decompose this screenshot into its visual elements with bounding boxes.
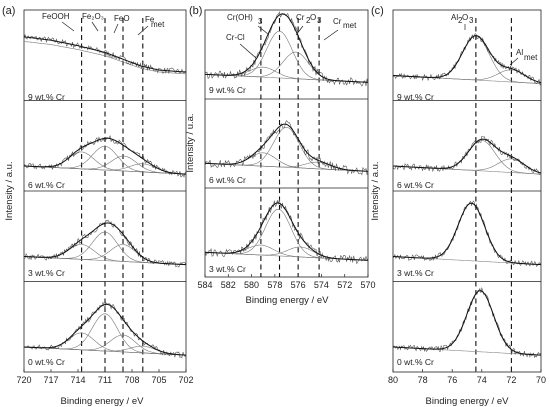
ann-croh: Cr(OH) (227, 13, 253, 22)
arrow-cr2o3 (295, 25, 304, 36)
arrow-fe2o3 (91, 21, 99, 32)
x-tick-label: 711 (98, 375, 112, 385)
fit-envelope (24, 137, 186, 175)
panel-a: 720 717 714 711 708 705 702 (a) Binding energy… (2, 5, 194, 407)
measured-spectrum (204, 199, 369, 265)
ann-feooh: FeOOH (42, 12, 70, 21)
panel-b-stack-label-3: 3 wt.% Cr (209, 264, 246, 274)
panel-c-stack-label-4: 0 wt.% Cr (397, 357, 434, 367)
x-tick-label: 582 (221, 280, 236, 290)
arrow-feooh (61, 21, 75, 32)
panel-b-frame (204, 9, 369, 278)
measured-spectrum (392, 135, 542, 176)
ann-crcl: Cr-Cl (226, 33, 245, 42)
arrow-fe (137, 25, 149, 36)
measured-spectrum (23, 219, 187, 268)
ann-cr2o3-cr: Cr (296, 13, 305, 22)
arrow-crcl (239, 43, 257, 59)
panel-b: 584 582 580 578 576 574 572 570 (b) Binding ene… (185, 5, 376, 306)
ann-crmet-sub: met (343, 21, 357, 30)
ann-cr2o3-o: O (310, 13, 316, 22)
panel-b-stack-label-2: 6 wt.% Cr (209, 175, 246, 185)
panel-a-stack-label-4: 0 wt.% Cr (28, 357, 65, 367)
measured-spectrum (392, 33, 542, 86)
ann-al2o3-o: O (462, 13, 468, 22)
fit-envelope (204, 13, 368, 83)
x-tick-label: 76 (447, 375, 457, 385)
panel-c-stack-label-2: 6 wt.% Cr (397, 180, 434, 190)
x-tick-label: 80 (388, 375, 398, 385)
panel-c-ylabel: Intensity / a.u. (370, 161, 381, 220)
x-tick-label: 705 (151, 375, 166, 385)
panel-a-stack-label-2: 6 wt.% Cr (28, 180, 65, 190)
panel-a-stack-label-3: 3 wt.% Cr (28, 268, 65, 278)
fit-envelope (204, 202, 368, 261)
panel-b-ylabel: Intensity / u.a. (185, 113, 196, 172)
ann-fe-met: met (151, 20, 165, 29)
x-tick-label: 572 (337, 280, 352, 290)
x-tick-label: 72 (506, 375, 516, 385)
fit-envelope (393, 138, 542, 174)
x-tick-label: 576 (291, 280, 306, 290)
fit-component (393, 290, 541, 356)
fit-envelope (204, 123, 368, 172)
x-tick-label: 708 (124, 375, 139, 385)
fit-component (23, 41, 187, 75)
x-tick-label: 570 (360, 280, 375, 290)
panel-a-ylabel: Intensity / a.u. (4, 161, 15, 220)
panel-c-label: (c) (371, 5, 384, 17)
fit-component (204, 51, 368, 83)
panel-a-label: (a) (2, 5, 15, 17)
ann-fe: Fe (145, 15, 155, 24)
arrow-almet (509, 57, 519, 66)
arrow-feo (113, 23, 119, 34)
arrow-croh (257, 25, 269, 35)
measured-spectrum (393, 286, 542, 359)
ann-feo: FeO (114, 14, 130, 23)
panel-c: 80 78 76 74 72 70 (c) Binding energy / eV Int… (370, 5, 546, 407)
x-tick-label: 717 (43, 375, 58, 385)
x-tick-label: 702 (178, 375, 193, 385)
x-tick-label: 574 (314, 280, 329, 290)
panel-b-stack-label-1: 9 wt.% Cr (209, 85, 246, 95)
arrow-crmet (323, 29, 339, 41)
panel-c-xlabel: Binding energy / eV (426, 396, 510, 407)
measured-spectrum (392, 200, 542, 267)
x-tick-label: 584 (197, 280, 212, 290)
fit-envelope (23, 36, 187, 73)
ann-almet-sub: met (524, 53, 538, 62)
ann-cr2o3-2: 2 (306, 16, 311, 25)
x-tick-label: 580 (244, 280, 259, 290)
ann-al2o3-2: 2 (458, 16, 463, 25)
ann-cr2o3-3: 3 (317, 16, 322, 25)
ann-croh-3: 3 (258, 17, 263, 26)
fit-envelope (393, 290, 541, 356)
ann-al2o3-al: Al (451, 13, 458, 22)
panel-c-stack-label-1: 9 wt.% Cr (397, 92, 434, 102)
panel-a-stack-label-1: 9 wt.% Cr (28, 92, 65, 102)
panel-a-xlabel: Binding energy / eV (61, 396, 145, 407)
panel-c-stack-label-3: 3 wt.% Cr (397, 268, 434, 278)
fit-envelope (24, 222, 186, 266)
measured-spectrum (204, 120, 369, 176)
measured-spectrum (23, 34, 187, 74)
panel-b-label: (b) (189, 5, 202, 17)
x-tick-label: 714 (70, 375, 85, 385)
ann-al2o3-3: 3 (469, 16, 474, 25)
ann-crmet: Cr (333, 17, 342, 26)
fit-envelope (393, 202, 541, 266)
measured-spectrum (23, 135, 187, 178)
fit-envelope (24, 303, 186, 356)
ann-fe2o3: Fe₂O₃ (82, 12, 104, 21)
ann-almet: Al (516, 48, 523, 57)
x-tick-label: 78 (418, 375, 428, 385)
panel-b-xlabel: Binding energy / eV (246, 295, 330, 306)
fit-component (204, 246, 368, 261)
x-tick-label: 74 (477, 375, 487, 385)
x-tick-label: 720 (16, 375, 31, 385)
x-tick-label: 578 (267, 280, 282, 290)
fit-envelope (393, 35, 542, 84)
x-tick-label: 70 (536, 375, 546, 385)
